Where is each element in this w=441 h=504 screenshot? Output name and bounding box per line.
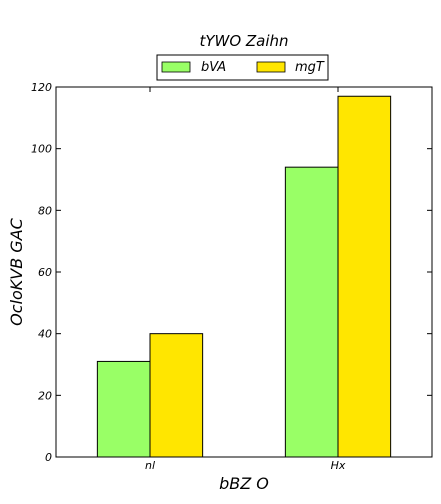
y-tick-label: 60 (38, 266, 52, 279)
y-tick-label: 100 (31, 143, 52, 156)
x-axis-ticks: nl Hx (145, 87, 346, 472)
x-axis-label: bBZ O (219, 474, 269, 493)
legend-label-mgt: mgT (295, 60, 325, 75)
legend-label-bva: bVA (201, 60, 226, 75)
y-tick-label: 40 (38, 328, 52, 341)
bar-mgT-Hx (337, 95, 392, 458)
legend-swatch-mgt (256, 61, 286, 73)
bar-bVA-nl (96, 360, 151, 458)
y-axis-label: OcloKVB GAC (7, 217, 26, 325)
legend: bVA mgT (156, 54, 329, 81)
bar-mgT-nl (149, 333, 204, 458)
y-axis-ticks: 0 20 40 60 80 100 120 (31, 81, 432, 464)
chart-title: tYWO Zaihn (199, 32, 288, 50)
y-tick-label: 20 (38, 389, 52, 402)
y-tick-label: 0 (45, 451, 52, 464)
plot-frame (55, 86, 433, 458)
y-tick-label: 80 (38, 204, 52, 217)
x-tick-label: Hx (331, 459, 346, 472)
x-tick-label: nl (145, 459, 155, 472)
bars-group (96, 95, 392, 458)
y-tick-label: 120 (31, 81, 52, 94)
legend-swatch-bva (161, 61, 191, 73)
bar-bVA-Hx (284, 166, 339, 458)
